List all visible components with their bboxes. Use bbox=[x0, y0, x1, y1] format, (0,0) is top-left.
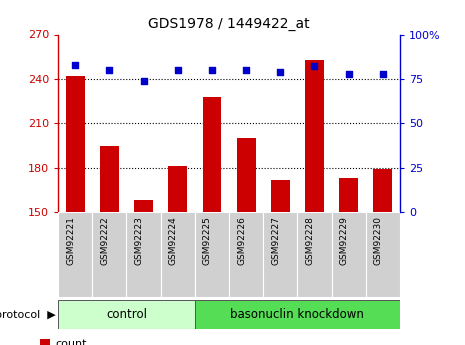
Bar bbox=[365, 212, 400, 297]
Bar bbox=[271, 180, 290, 212]
Bar bbox=[168, 166, 187, 212]
Text: basonuclin knockdown: basonuclin knockdown bbox=[231, 308, 364, 321]
Bar bbox=[58, 300, 195, 329]
Text: GSM92225: GSM92225 bbox=[203, 216, 212, 265]
Text: GSM92222: GSM92222 bbox=[100, 216, 109, 265]
Point bbox=[242, 67, 250, 73]
Bar bbox=[40, 339, 50, 345]
Point bbox=[345, 71, 352, 76]
Bar bbox=[134, 200, 153, 212]
Bar bbox=[66, 76, 85, 212]
Bar bbox=[373, 169, 392, 212]
Bar bbox=[237, 138, 255, 212]
Text: GSM92229: GSM92229 bbox=[339, 216, 349, 265]
Bar bbox=[203, 97, 221, 212]
Bar bbox=[332, 212, 365, 297]
Text: GSM92230: GSM92230 bbox=[374, 216, 383, 265]
Point bbox=[311, 64, 318, 69]
Text: GSM92226: GSM92226 bbox=[237, 216, 246, 265]
Bar bbox=[263, 212, 298, 297]
Bar bbox=[339, 178, 358, 212]
Bar bbox=[297, 212, 332, 297]
Text: GSM92227: GSM92227 bbox=[271, 216, 280, 265]
Bar bbox=[195, 212, 229, 297]
Bar bbox=[161, 212, 195, 297]
Bar bbox=[229, 212, 263, 297]
Bar bbox=[195, 300, 400, 329]
Bar bbox=[92, 212, 126, 297]
Text: GSM92224: GSM92224 bbox=[169, 216, 178, 265]
Point bbox=[140, 78, 147, 83]
Point bbox=[106, 67, 113, 73]
Point bbox=[174, 67, 181, 73]
Point bbox=[379, 71, 386, 76]
Bar bbox=[100, 146, 119, 212]
Point bbox=[277, 69, 284, 75]
Text: control: control bbox=[106, 308, 147, 321]
Bar bbox=[58, 212, 92, 297]
Text: GSM92228: GSM92228 bbox=[306, 216, 314, 265]
Text: count: count bbox=[56, 339, 87, 345]
Bar bbox=[126, 212, 160, 297]
Bar bbox=[305, 60, 324, 212]
Text: GSM92223: GSM92223 bbox=[134, 216, 144, 265]
Point bbox=[208, 67, 216, 73]
Title: GDS1978 / 1449422_at: GDS1978 / 1449422_at bbox=[148, 17, 310, 31]
Text: protocol  ▶: protocol ▶ bbox=[0, 310, 56, 320]
Point bbox=[72, 62, 79, 68]
Text: GSM92221: GSM92221 bbox=[66, 216, 75, 265]
